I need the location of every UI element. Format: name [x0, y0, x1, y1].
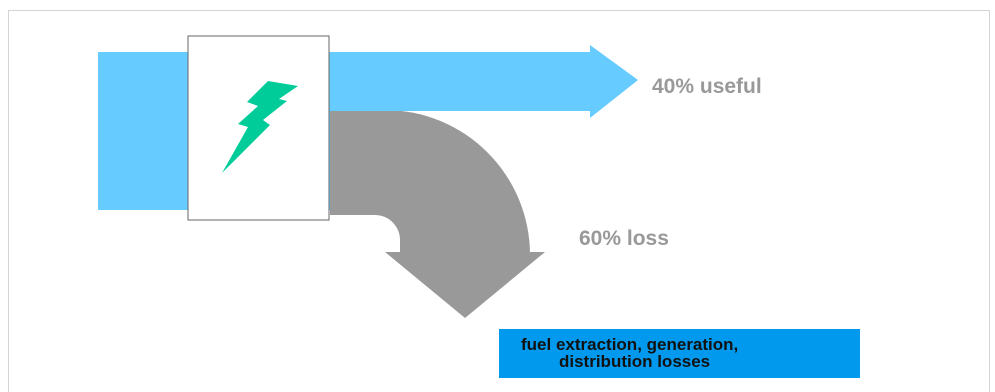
loss-flow-label: 60% loss — [579, 227, 669, 250]
lightning-bolt-icon — [222, 81, 298, 173]
loss-flow-arrow — [330, 110, 545, 318]
note-line-2: distribution losses — [559, 352, 711, 371]
note-line-1: fuel extraction, generation, — [521, 335, 739, 354]
useful-flow-label: 40% useful — [652, 75, 762, 98]
loss-sources-note: fuel extraction, generation, distributio… — [499, 329, 860, 378]
diagram-frame — [8, 10, 990, 392]
